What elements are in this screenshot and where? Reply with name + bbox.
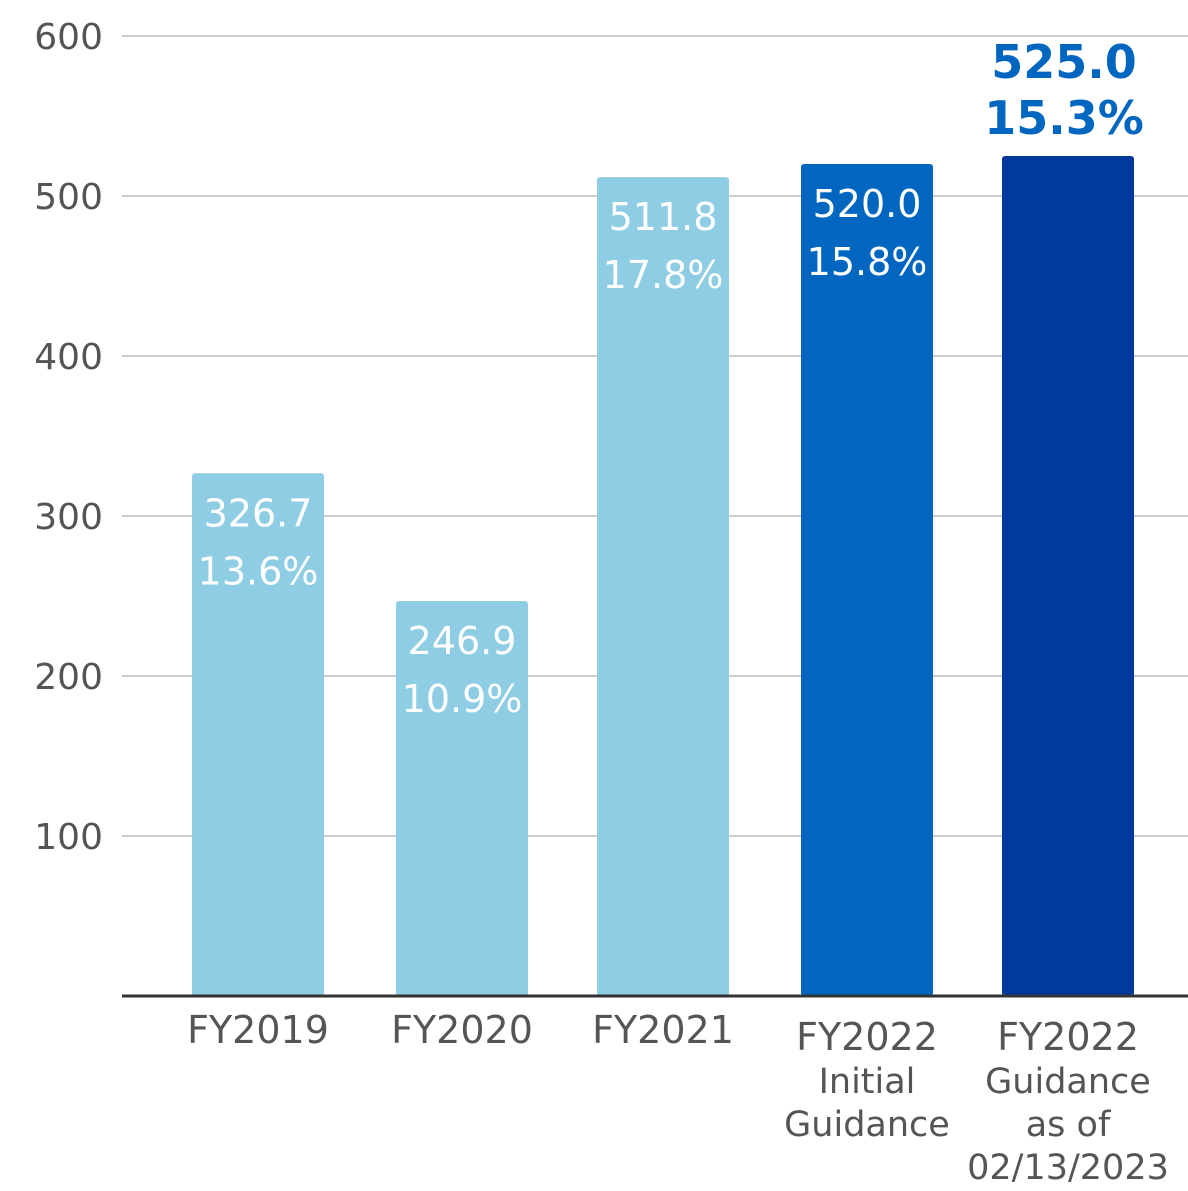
bar [597,177,729,996]
x-tick-label: FY2022 [997,1015,1139,1059]
x-tick-label: FY2020 [391,1008,533,1052]
x-tick-label: FY2019 [187,1008,329,1052]
y-tick-label: 500 [34,177,103,218]
bar [1002,156,1134,996]
percent-label: 17.8% [603,253,724,297]
y-tick-label: 200 [34,657,103,698]
y-tick-label: 300 [34,497,103,538]
bar [192,473,324,996]
value-label: 326.7 [204,491,313,535]
x-tick-label: 02/13/2023 [967,1148,1169,1187]
value-label: 511.8 [609,195,718,239]
x-tick-label: FY2022 [796,1015,938,1059]
x-tick-label: Initial [819,1062,916,1102]
y-tick-label: 400 [34,337,103,378]
value-label: 246.9 [408,619,517,663]
y-tick-label: 600 [34,17,103,58]
percent-label: 15.8% [807,240,928,284]
percent-label: 10.9% [402,677,523,721]
percent-label: 15.3% [984,91,1144,145]
bar [396,600,528,996]
percent-label: 13.6% [198,549,319,593]
x-tick-label: as of [1026,1105,1111,1145]
x-tick-label: Guidance [784,1105,950,1145]
value-label: 520.0 [813,182,922,226]
bar [801,164,933,996]
x-tick-label: FY2021 [592,1008,734,1052]
value-label: 525.0 [991,35,1137,89]
x-tick-label: Guidance [985,1062,1151,1102]
y-tick-label: 100 [34,817,103,858]
